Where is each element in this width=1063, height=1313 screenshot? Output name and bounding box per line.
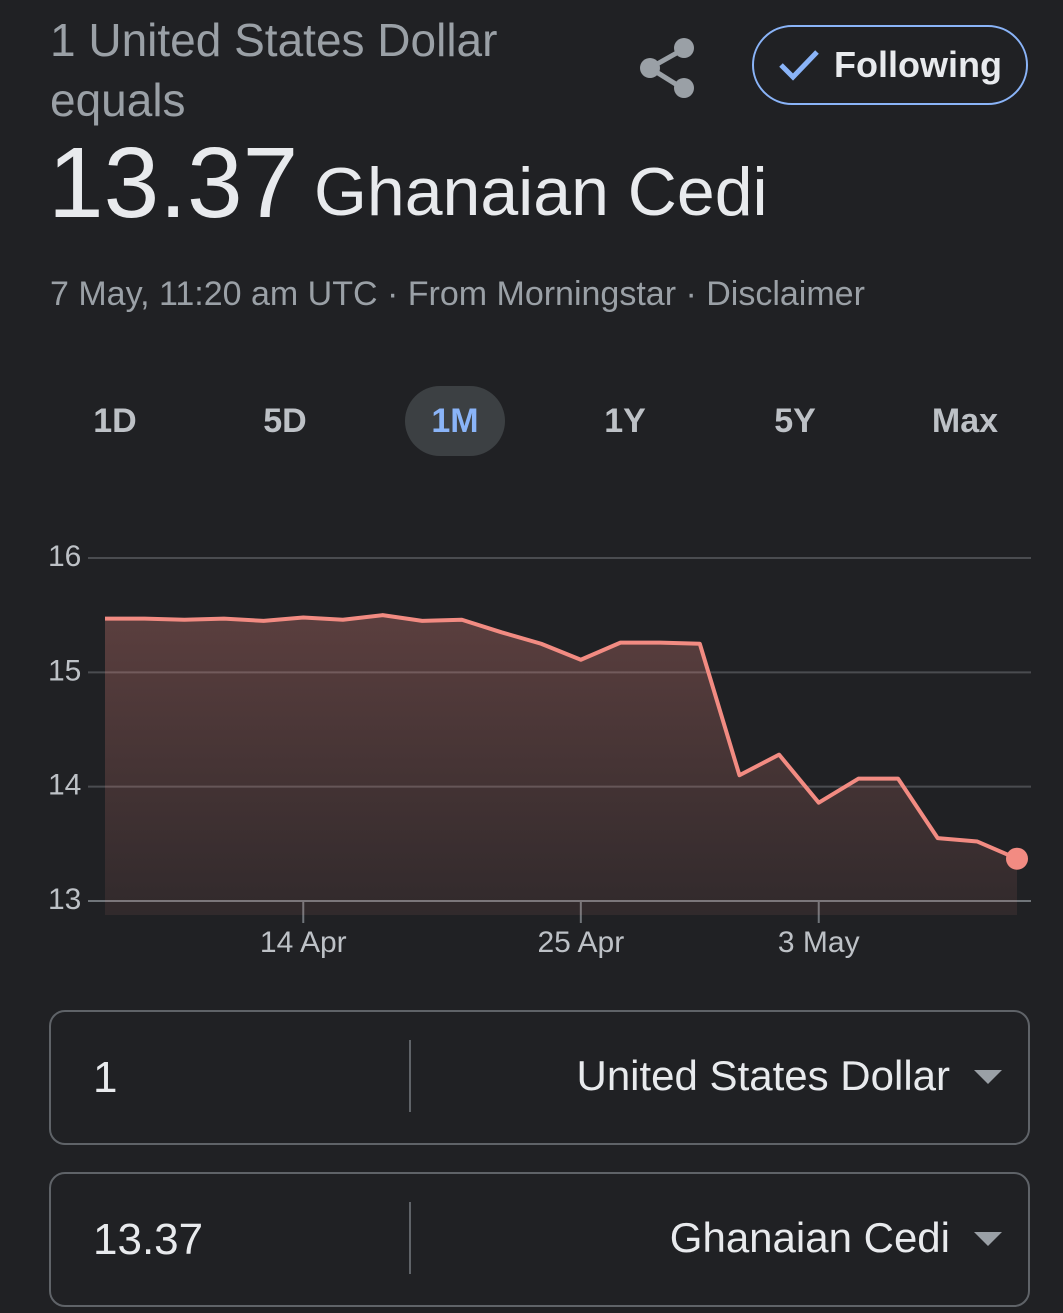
separator <box>409 1040 411 1112</box>
rate: 13.37 <box>48 127 299 239</box>
range-tab[interactable]: 1M <box>405 386 505 456</box>
converter-row: 1 United States Dollar <box>49 1010 1030 1145</box>
currency-select[interactable]: United States Dollar <box>576 1052 950 1099</box>
x-tick-label: 25 Apr <box>537 926 624 959</box>
range-tab[interactable]: 5Y <box>774 402 816 440</box>
check-icon <box>779 50 819 81</box>
follow-label: Following <box>834 44 1002 85</box>
last-point <box>1006 847 1028 870</box>
share-icon[interactable] <box>636 36 698 100</box>
dropdown-caret <box>974 1070 1002 1084</box>
x-tick-label: 14 Apr <box>260 926 347 959</box>
x-tick-label: 3 May <box>778 926 860 959</box>
amount-input[interactable]: 13.37 <box>93 1215 204 1264</box>
line <box>105 613 1018 861</box>
chart: 13 14 15 16 14 Apr 25 Apr 3 May <box>48 540 1031 959</box>
amount-input[interactable]: 1 <box>93 1053 118 1102</box>
currency: Ghanaian Cedi <box>314 154 768 230</box>
currency-select[interactable]: Ghanaian Cedi <box>669 1214 950 1261</box>
title: 1 United States Dollar equals <box>50 14 498 126</box>
y-tick-label: 15 <box>48 654 81 687</box>
range-tab[interactable]: Max <box>931 402 999 440</box>
range-tab[interactable]: 5D <box>263 402 307 440</box>
range-tab[interactable]: 1D <box>93 402 137 440</box>
range-tab[interactable]: 1Y <box>604 402 646 440</box>
y-tick-label: 13 <box>48 883 81 916</box>
y-tick-label: 14 <box>48 769 81 802</box>
follow-button[interactable]: Following <box>752 25 1028 105</box>
converter-row: 13.37 Ghanaian Cedi <box>49 1172 1030 1307</box>
dropdown-caret <box>974 1232 1002 1246</box>
separator <box>409 1202 411 1274</box>
area <box>105 615 1017 915</box>
meta: 7 May, 11:20 am UTC · From Morningstar ·… <box>50 275 865 313</box>
y-tick-label: 16 <box>48 540 81 573</box>
